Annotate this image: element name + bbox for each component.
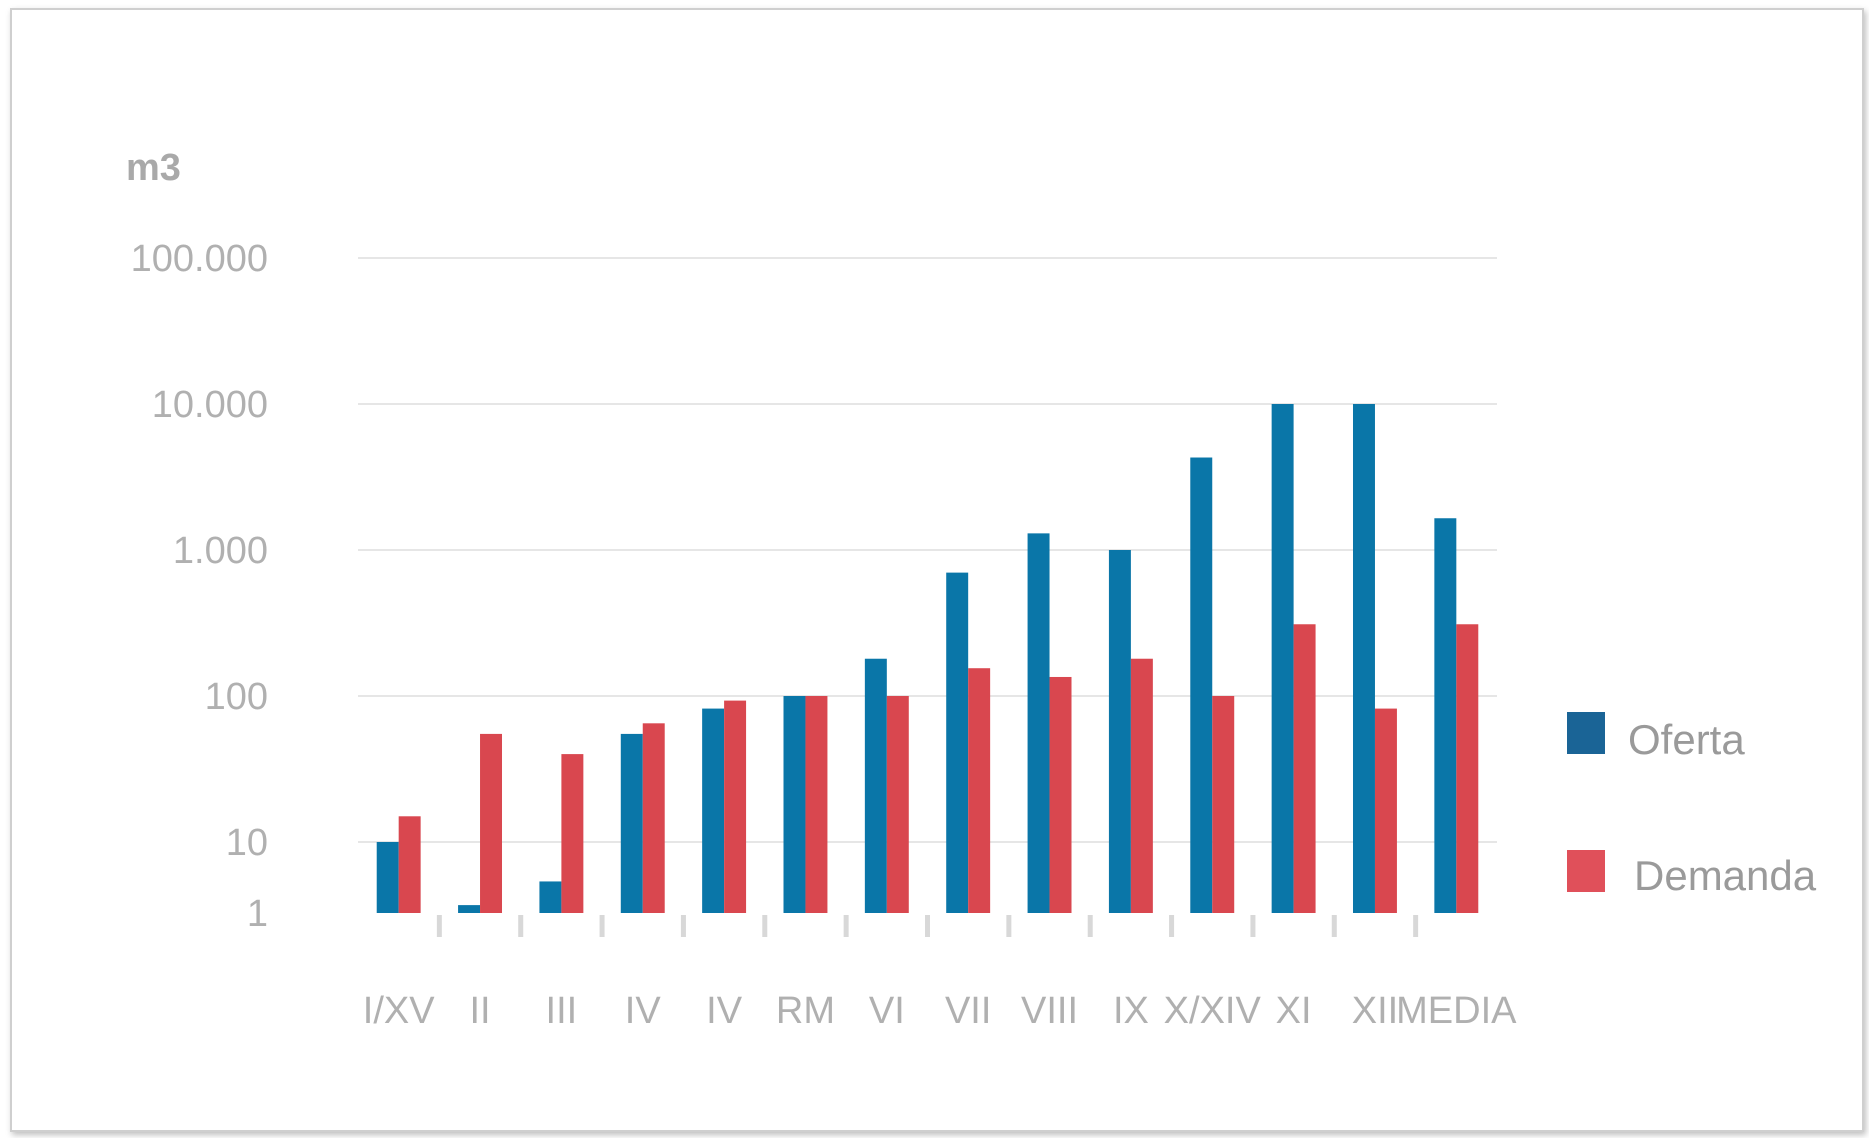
y-tick-label: 1 xyxy=(247,893,268,935)
bar-demanda xyxy=(642,723,665,913)
x-axis-tick-labels: I/XV II III IV IV RM VI VII VIII IX X/XIV XI XIIMEDI… xyxy=(363,990,1517,1032)
bar-demanda xyxy=(561,754,584,913)
x-tick-label: VI xyxy=(869,990,905,1032)
bar-oferta xyxy=(1190,457,1213,913)
x-tick-label: XI xyxy=(1276,990,1312,1032)
y-tick-label: 100.000 xyxy=(131,238,268,280)
bar-demanda xyxy=(724,700,747,913)
legend-label-oferta: Oferta xyxy=(1628,716,1745,763)
y-axis-unit-label: m3 xyxy=(126,147,181,189)
bar-oferta xyxy=(1434,518,1457,913)
bar-oferta xyxy=(539,881,562,913)
bar-oferta xyxy=(376,842,399,913)
bar-demanda xyxy=(398,816,421,913)
x-tick-label: II xyxy=(469,990,490,1032)
bar-oferta xyxy=(702,708,725,913)
x-tick-label: VII xyxy=(945,990,991,1032)
y-axis-tick-labels: 1 10 100 1.000 10.000 100.000 xyxy=(131,238,268,935)
y-tick-label: 1.000 xyxy=(173,530,268,572)
legend-swatch-demanda xyxy=(1567,850,1605,892)
y-tick-label: 10.000 xyxy=(152,384,268,426)
bar-oferta xyxy=(1108,550,1131,913)
bar-demanda xyxy=(1130,658,1153,913)
legend-swatch-oferta xyxy=(1567,712,1605,754)
x-tick-label: MEDIA xyxy=(1396,990,1517,1032)
x-tick-label: XII xyxy=(1352,990,1398,1032)
x-tick-label: X/XIV xyxy=(1164,990,1262,1032)
bar-demanda xyxy=(886,696,909,913)
bar-demanda xyxy=(805,696,828,913)
bar-demanda xyxy=(1293,624,1316,913)
bar-oferta xyxy=(1027,533,1050,913)
x-tick-label: RM xyxy=(776,990,835,1032)
x-tick-label: IX xyxy=(1113,990,1149,1032)
bar-oferta xyxy=(1352,404,1375,913)
bar-demanda xyxy=(1456,624,1479,913)
x-axis-ticks xyxy=(436,915,1419,937)
gridlines xyxy=(358,257,1497,843)
bar-demanda xyxy=(480,733,503,913)
x-tick-label: IV xyxy=(706,990,743,1032)
bar-demanda xyxy=(1374,708,1397,913)
x-tick-label: I/XV xyxy=(363,990,435,1032)
bar-oferta xyxy=(458,905,481,913)
bar-oferta xyxy=(946,572,969,913)
x-tick-label: IV xyxy=(625,990,662,1032)
y-tick-label: 100 xyxy=(205,676,268,718)
bar-oferta xyxy=(864,658,887,913)
bars xyxy=(376,404,1479,913)
bar-oferta xyxy=(620,733,643,913)
chart-frame xyxy=(10,8,1864,1132)
bar-demanda xyxy=(1212,696,1235,913)
legend: Oferta Demanda xyxy=(1567,712,1817,899)
bar-oferta xyxy=(1271,404,1294,913)
x-tick-label: III xyxy=(546,990,578,1032)
bar-demanda xyxy=(968,668,991,913)
bar-demanda xyxy=(1049,676,1072,913)
legend-label-demanda: Demanda xyxy=(1634,852,1817,899)
y-tick-label: 10 xyxy=(226,822,268,864)
x-tick-label: VIII xyxy=(1021,990,1078,1032)
bar-oferta xyxy=(783,696,806,913)
